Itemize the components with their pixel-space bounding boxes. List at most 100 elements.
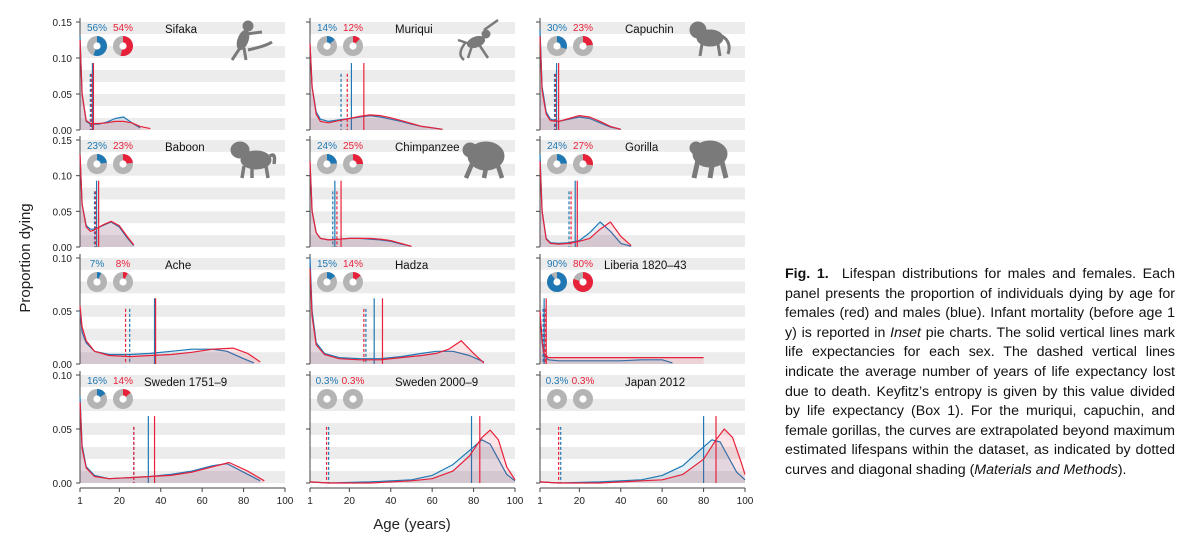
male-infant-pie [87,154,107,174]
y-axis-label: Proportion dying [17,203,34,312]
background-band [80,471,285,483]
y-tick-label: 0.05 [53,425,73,436]
panel-sifaka: 0.00 0.05 0.10 0.15 56% 54% Sifaka [53,18,285,137]
background-band [80,399,285,411]
pie-hole [93,278,101,286]
pie-hole [323,160,331,168]
female-area [540,161,632,247]
y-tick-label: 0.10 [53,54,73,65]
background-band [80,118,285,130]
background-band [80,22,285,34]
female-infant-pie [113,389,133,409]
background-band [80,211,285,224]
female-infant-mortality-label: 12% [343,23,363,34]
background-band [310,399,515,411]
pie-hole [119,42,127,50]
female-infant-pie [343,389,363,409]
female-infant-pie [573,272,594,292]
panel-title: Baboon [165,142,205,154]
pie-hole [553,278,561,286]
panel-hadza: 15% 14% Hadza [306,254,515,365]
x-tick-label: 80 [468,496,480,507]
y-tick-label: 0.00 [53,126,73,137]
female-area [540,311,704,364]
male-curve [79,310,255,364]
pie-hole [553,160,561,168]
x-tick-label: 40 [385,496,397,507]
pie-hole [349,395,357,403]
panel-sweden-2000-9: 1 20 40 60 80 100 0.3% 0.3% Sweden 2000–9 [306,371,524,507]
background-band [540,70,745,82]
background-band [80,70,285,82]
pie-hole [323,395,331,403]
panel-ache: 0.00 0.05 0.10 7% 8% Ache [53,254,285,371]
male-infant-pie [87,389,107,409]
lemur-silhouette-icon [230,20,273,61]
caption-label: Fig. 1. [785,266,829,282]
figure-panels: Proportion dying Age (years) 0.00 0.05 0.1… [17,18,754,533]
y-tick-label: 0.15 [53,136,73,147]
panel-title: Sweden 2000–9 [395,377,478,389]
pie-hole [349,42,357,50]
female-curve [309,161,412,247]
background-band [80,140,285,152]
background-band [540,375,745,387]
y-tick-label: 0.15 [53,18,73,29]
female-infant-mortality-label: 14% [113,376,133,387]
female-infant-pie [343,272,363,292]
background-band [310,328,515,341]
background-band [310,305,515,317]
male-area [540,29,621,131]
female-area [310,430,515,483]
male-infant-pie [317,272,337,292]
pie-hole [579,42,587,50]
pie-hole [323,42,331,50]
male-infant-mortality-label: 23% [87,141,107,152]
background-band [80,305,285,317]
background-band [540,399,745,411]
female-curve [309,43,443,130]
panel-chimpanzee: 24% 25% Chimpanzee [306,136,515,248]
male-infant-pie [547,389,567,409]
panel-title: Sifaka [165,24,198,36]
pie-hole [349,278,357,286]
panel-muriqui: 14% 12% Muriqui [306,18,515,131]
pie-hole [119,160,127,168]
background-band [310,187,515,200]
male-infant-mortality-label: 56% [87,23,107,34]
background-band [80,94,285,106]
background-band [80,163,285,176]
x-tick-label: 80 [238,496,250,507]
male-infant-mortality-label: 0.3% [316,376,339,387]
panel-title: Gorilla [625,142,659,154]
y-tick-label: 0.10 [53,172,73,183]
male-curve [309,439,516,484]
male-infant-mortality-label: 24% [317,141,337,152]
panel-title: Sweden 1751–9 [144,377,227,389]
male-infant-pie [547,154,567,174]
background-band [80,423,285,435]
female-infant-pie [573,154,593,174]
male-infant-pie [547,36,567,56]
x-tick-label: 40 [615,496,627,507]
female-curve [539,428,746,484]
background-band [80,187,285,200]
panel-title: Japan 2012 [625,377,685,389]
male-infant-mortality-label: 30% [547,23,567,34]
x-tick-label: 60 [197,496,209,507]
background-band [310,140,515,152]
capuchin-silhouette-icon [689,21,731,57]
panel-title: Hadza [395,260,429,272]
background-band [540,281,745,294]
male-curve [539,439,746,484]
male-infant-mortality-label: 90% [547,259,567,270]
pie-hole [323,278,331,286]
panel-title: Muriqui [395,24,433,36]
background-band [540,187,745,200]
x-tick-label: 80 [698,496,710,507]
background-band [540,94,745,106]
background-band [80,375,285,387]
background-band [80,328,285,341]
background-band [80,235,285,247]
x-tick-label: 20 [114,496,126,507]
